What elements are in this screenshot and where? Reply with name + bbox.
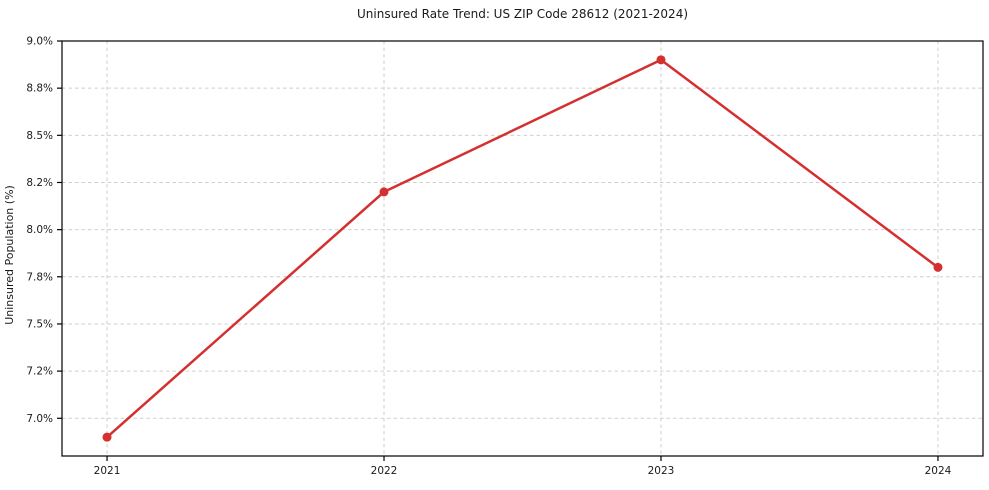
data-point-2024 [933,262,943,272]
chart-title: Uninsured Rate Trend: US ZIP Code 28612 … [356,7,689,21]
grid-layer [62,40,983,456]
y-tick-label: 7.8% [26,271,53,283]
data-point-2021 [102,432,112,442]
y-tick-label: 8.5% [26,130,53,142]
y-tick-label: 9.0% [26,36,53,48]
axes-frame [61,40,984,457]
trend-line [105,58,940,439]
y-tick-label: 8.8% [26,83,53,95]
axes-layer: 7.0% 7.2% 7.5% 7.8% 8.0% 8.2% 8.5% 8.8% 9.0% 2021… [26,36,984,477]
y-tick-label: 7.0% [26,413,53,425]
y-tick-label: 8.0% [26,224,53,236]
trend-line-series [102,55,943,442]
x-tick-label: 2023 [648,465,675,477]
y-tick-label: 8.2% [26,177,53,189]
x-tick-label: 2021 [94,465,121,477]
y-tick-label: 7.2% [26,366,53,378]
data-point-2022 [379,187,389,197]
x-tick-label: 2022 [371,465,398,477]
x-tick-label: 2024 [925,465,952,477]
y-tick-label: 7.5% [26,318,53,330]
data-point-2023 [656,55,666,65]
y-axis-label: Uninsured Population (%) [3,185,16,325]
